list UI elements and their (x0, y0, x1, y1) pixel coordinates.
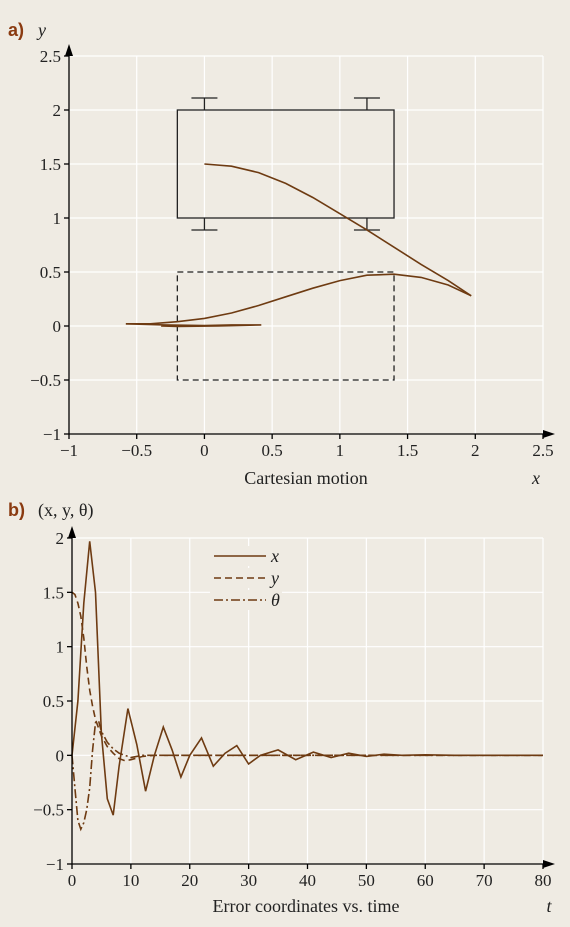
series-line-θ (71, 719, 543, 832)
x-tick-label: 50 (358, 871, 375, 890)
panel-b-xlabel: t (546, 896, 552, 916)
panel-a-series (125, 163, 472, 328)
panel-b-caption: Error coordinates vs. time (213, 896, 400, 916)
x-tick-label: 10 (122, 871, 139, 890)
panel-a-ticks: −1 −0.5 0 0.5 1 1.5 2 2.5 −1 −0.5 0 0.5 1 1.5 2 2.5 (30, 47, 553, 460)
robot-body-rect (176, 109, 395, 219)
x-tick-label: −1 (60, 441, 78, 460)
series-line-x (71, 541, 543, 816)
x-tick-label: 2.5 (532, 441, 553, 460)
x-tick-label: 1.5 (397, 441, 418, 460)
y-tick-label: −0.5 (33, 801, 64, 820)
y-axis-arrow (65, 44, 73, 56)
x-tick-label: −0.5 (121, 441, 152, 460)
x-tick-label: 60 (417, 871, 434, 890)
x-tick-label: 1 (336, 441, 345, 460)
x-tick-label: 30 (240, 871, 257, 890)
y-tick-label: −1 (43, 425, 61, 444)
x-tick-label: 70 (476, 871, 493, 890)
y-tick-label: −0.5 (30, 371, 61, 390)
y-tick-label: 0 (56, 746, 65, 765)
y-tick-label: 1.5 (43, 583, 64, 602)
panel-b-ylabel: (x, y, θ) (38, 500, 93, 521)
y-tick-label: 0 (53, 317, 62, 336)
y-tick-label: 2 (53, 101, 62, 120)
panel-b: b) (x, y, θ) 0 10 20 30 40 50 60 70 80 −1 −0.5 0 0.5… (8, 500, 555, 916)
x-tick-label: 0.5 (262, 441, 283, 460)
x-tick-label: 80 (535, 871, 552, 890)
y-tick-label: −1 (46, 855, 64, 874)
panel-b-axes (67, 526, 555, 869)
x-tick-label: 20 (181, 871, 198, 890)
panel-a-axes (64, 44, 555, 439)
x-tick-label: 40 (299, 871, 316, 890)
panel-a-label: a) (8, 20, 24, 40)
y-axis-arrow (68, 526, 76, 538)
y-tick-label: 2 (56, 529, 65, 548)
legend-label-x: x (270, 546, 279, 566)
legend-bg (210, 590, 282, 610)
y-tick-label: 1.5 (40, 155, 61, 174)
x-tick-label: 0 (200, 441, 209, 460)
panel-b-ticks: 0 10 20 30 40 50 60 70 80 −1 −0.5 0 0.5 1 1.5 2 (33, 529, 551, 890)
panel-b-series (71, 541, 543, 832)
trajectory-line (125, 273, 472, 325)
panel-b-legend: xyθ (210, 546, 282, 610)
x-axis-arrow (543, 430, 555, 438)
x-axis-arrow (543, 860, 555, 868)
y-tick-label: 2.5 (40, 47, 61, 66)
y-tick-label: 1 (56, 638, 65, 657)
trajectory-line (204, 163, 472, 297)
y-tick-label: 1 (53, 209, 62, 228)
x-tick-label: 0 (68, 871, 77, 890)
panel-a-caption: Cartesian motion (244, 468, 367, 488)
panel-a-grid (69, 55, 544, 434)
y-tick-label: 0.5 (40, 263, 61, 282)
panel-a-shapes (176, 97, 395, 381)
panel-b-grid (72, 537, 544, 864)
panel-a: a) y −1 −0.5 0 0.5 1 1.5 2 2.5 −1 −0.5 0 0.5 1 1.5 2 2.… (8, 20, 555, 488)
legend-label-θ: θ (271, 590, 280, 610)
legend-label-y: y (269, 568, 279, 588)
trajectory-line (125, 323, 262, 328)
panel-a-xlabel: x (531, 468, 540, 488)
panel-b-label: b) (8, 500, 25, 520)
panel-a-ylabel: y (36, 20, 46, 40)
legend-bg (210, 568, 282, 588)
x-tick-label: 2 (471, 441, 480, 460)
y-tick-label: 0.5 (43, 692, 64, 711)
